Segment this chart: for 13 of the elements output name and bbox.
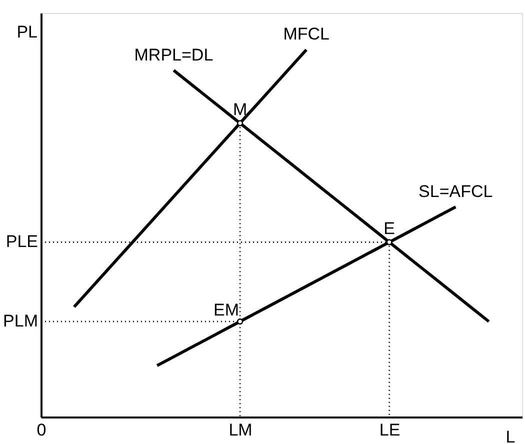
- x-tick-label: LM: [228, 420, 252, 440]
- annotation: EM: [214, 300, 240, 320]
- x-tick-label: LE: [379, 420, 400, 440]
- x-axis-title: L: [506, 428, 516, 444]
- series-label: MRPL=DL: [134, 45, 214, 64]
- series-label: MFCL: [283, 24, 330, 44]
- annotation: M: [232, 100, 248, 120]
- series-label: SL=AFCL: [418, 182, 493, 201]
- y-axis-title: PL: [16, 22, 38, 42]
- annotation: E: [384, 219, 395, 238]
- annotation: PLM: [3, 312, 38, 331]
- annotation: PLE: [6, 232, 38, 252]
- x-tick-label: 0: [36, 420, 46, 440]
